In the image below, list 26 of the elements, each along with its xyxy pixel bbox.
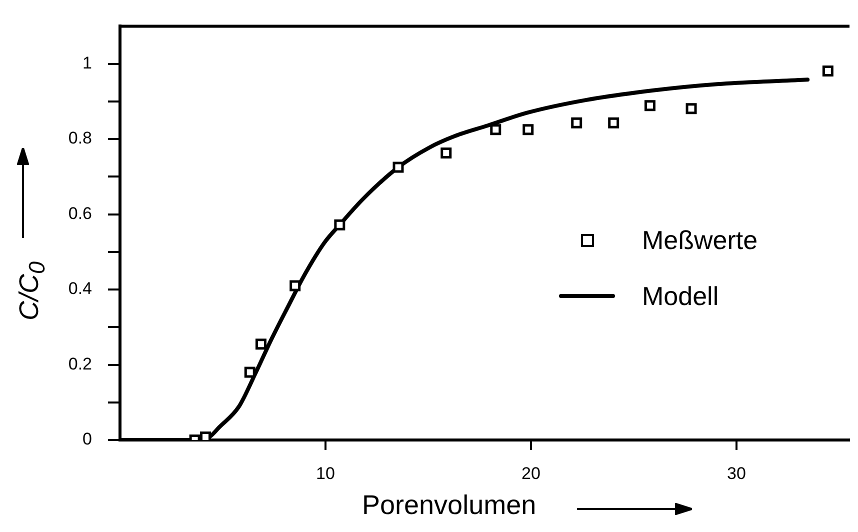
x-tick-label: 10 [316, 464, 335, 483]
point [290, 280, 301, 292]
point [522, 124, 534, 136]
point [200, 432, 211, 440]
point [608, 117, 620, 128]
y-tick-label: 0.6 [68, 204, 92, 223]
point [244, 366, 256, 378]
point [686, 103, 697, 114]
y-tick-label: 0.8 [68, 128, 92, 148]
y-tick-label: 0.2 [68, 354, 92, 374]
point [255, 338, 266, 350]
point [571, 117, 582, 128]
y-tick-label: 0.4 [68, 279, 92, 298]
point [822, 65, 834, 76]
y-tick-label: 0 [82, 430, 92, 449]
x-tick-label: 30 [727, 464, 746, 483]
point [392, 162, 404, 173]
legend-label: Modell [642, 280, 719, 312]
point [440, 147, 452, 158]
point [644, 100, 656, 112]
x-tick-label: 20 [522, 464, 540, 483]
point [334, 219, 346, 230]
legend-label: Meßwerte [642, 224, 758, 256]
x-axis-title: Porenvolumen [362, 490, 536, 521]
y-tick-label: 1 [82, 54, 92, 73]
point [490, 124, 502, 136]
